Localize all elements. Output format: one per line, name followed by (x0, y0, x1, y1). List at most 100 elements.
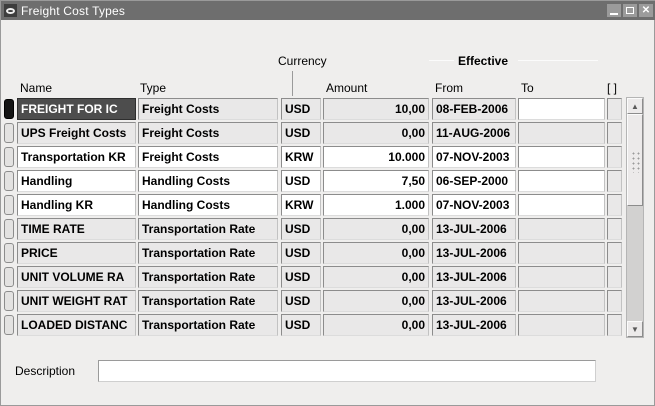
table-row: UNIT WEIGHT RAT Transportation Rate USD … (1, 289, 655, 313)
to-date-cell[interactable] (518, 170, 605, 192)
flag-cell[interactable] (607, 266, 622, 288)
flag-cell[interactable] (607, 122, 622, 144)
record-selector[interactable] (4, 147, 14, 167)
name-cell[interactable]: UNIT WEIGHT RAT (17, 290, 136, 312)
from-date-cell[interactable]: 13-JUL-2006 (432, 218, 516, 240)
currency-cell[interactable]: USD (281, 170, 321, 192)
to-date-cell[interactable] (518, 194, 605, 216)
vertical-scrollbar[interactable]: ▲ ▼ (626, 97, 644, 338)
to-date-cell[interactable] (518, 218, 605, 240)
from-date-cell[interactable]: 11-AUG-2006 (432, 122, 516, 144)
table-row: UPS Freight Costs Freight Costs USD 0,00… (1, 121, 655, 145)
name-cell[interactable]: LOADED DISTANC (17, 314, 136, 336)
from-date-cell[interactable]: 07-NOV-2003 (432, 194, 516, 216)
column-header-flag: [ ] (607, 81, 618, 95)
to-date-cell[interactable] (518, 98, 605, 120)
amount-cell[interactable]: 0,00 (323, 314, 429, 336)
flag-cell[interactable] (607, 314, 622, 336)
name-cell[interactable]: TIME RATE (17, 218, 136, 240)
flag-cell[interactable] (607, 98, 622, 120)
flag-cell[interactable] (607, 146, 622, 168)
amount-cell[interactable]: 10.000 (323, 146, 429, 168)
flag-cell[interactable] (607, 218, 622, 240)
to-date-cell[interactable] (518, 242, 605, 264)
window-title: Freight Cost Types (21, 3, 126, 18)
amount-cell[interactable]: 0,00 (323, 242, 429, 264)
currency-cell[interactable]: KRW (281, 194, 321, 216)
currency-cell[interactable]: USD (281, 122, 321, 144)
currency-cell[interactable]: USD (281, 98, 321, 120)
scroll-down-icon[interactable]: ▼ (627, 321, 643, 337)
to-date-cell[interactable] (518, 290, 605, 312)
column-header-from: From (435, 81, 463, 95)
minimize-button[interactable] (607, 4, 621, 17)
close-button[interactable]: ✕ (639, 4, 653, 17)
from-date-cell[interactable]: 13-JUL-2006 (432, 242, 516, 264)
type-cell[interactable]: Transportation Rate (138, 290, 278, 312)
flag-cell[interactable] (607, 290, 622, 312)
type-cell[interactable]: Freight Costs (138, 98, 278, 120)
to-date-cell[interactable] (518, 314, 605, 336)
record-selector[interactable] (4, 99, 14, 119)
record-selector[interactable] (4, 315, 14, 335)
column-header-type: Type (140, 81, 167, 95)
from-date-cell[interactable]: 06-SEP-2000 (432, 170, 516, 192)
maximize-button[interactable] (623, 4, 637, 17)
amount-cell[interactable]: 0,00 (323, 122, 429, 144)
to-date-cell[interactable] (518, 146, 605, 168)
scrollbar-thumb[interactable] (627, 114, 643, 206)
record-selector[interactable] (4, 243, 14, 263)
amount-cell[interactable]: 0,00 (323, 266, 429, 288)
record-selector[interactable] (4, 123, 14, 143)
from-date-cell[interactable]: 07-NOV-2003 (432, 146, 516, 168)
currency-cell[interactable]: USD (281, 266, 321, 288)
name-cell[interactable]: Handling (17, 170, 136, 192)
table-row: TIME RATE Transportation Rate USD 0,00 1… (1, 217, 655, 241)
type-cell[interactable]: Handling Costs (138, 170, 278, 192)
table-row: Transportation KR Freight Costs KRW 10.0… (1, 145, 655, 169)
name-cell[interactable]: PRICE (17, 242, 136, 264)
currency-cell[interactable]: USD (281, 314, 321, 336)
amount-cell[interactable]: 0,00 (323, 290, 429, 312)
record-selector[interactable] (4, 195, 14, 215)
record-selector[interactable] (4, 171, 14, 191)
currency-cell[interactable]: KRW (281, 146, 321, 168)
type-cell[interactable]: Transportation Rate (138, 242, 278, 264)
record-selector[interactable] (4, 267, 14, 287)
name-cell[interactable]: FREIGHT FOR IC (17, 98, 136, 120)
window-titlebar: Freight Cost Types ✕ (1, 1, 655, 20)
currency-cell[interactable]: USD (281, 290, 321, 312)
type-cell[interactable]: Transportation Rate (138, 218, 278, 240)
type-cell[interactable]: Freight Costs (138, 122, 278, 144)
amount-cell[interactable]: 7,50 (323, 170, 429, 192)
to-date-cell[interactable] (518, 266, 605, 288)
from-date-cell[interactable]: 08-FEB-2006 (432, 98, 516, 120)
type-cell[interactable]: Freight Costs (138, 146, 278, 168)
from-date-cell[interactable]: 13-JUL-2006 (432, 266, 516, 288)
scroll-up-icon[interactable]: ▲ (627, 98, 643, 114)
amount-cell[interactable]: 0,00 (323, 218, 429, 240)
flag-cell[interactable] (607, 194, 622, 216)
name-cell[interactable]: Transportation KR (17, 146, 136, 168)
currency-cell[interactable]: USD (281, 242, 321, 264)
flag-cell[interactable] (607, 170, 622, 192)
from-date-cell[interactable]: 13-JUL-2006 (432, 314, 516, 336)
name-cell[interactable]: UNIT VOLUME RA (17, 266, 136, 288)
table-row: Handling KR Handling Costs KRW 1.000 07-… (1, 193, 655, 217)
from-date-cell[interactable]: 13-JUL-2006 (432, 290, 516, 312)
name-cell[interactable]: UPS Freight Costs (17, 122, 136, 144)
type-cell[interactable]: Transportation Rate (138, 266, 278, 288)
column-header-amount: Amount (326, 81, 368, 95)
table-row: UNIT VOLUME RA Transportation Rate USD 0… (1, 265, 655, 289)
record-selector[interactable] (4, 291, 14, 311)
currency-cell[interactable]: USD (281, 218, 321, 240)
type-cell[interactable]: Handling Costs (138, 194, 278, 216)
name-cell[interactable]: Handling KR (17, 194, 136, 216)
amount-cell[interactable]: 1.000 (323, 194, 429, 216)
description-input[interactable] (98, 360, 596, 382)
to-date-cell[interactable] (518, 122, 605, 144)
amount-cell[interactable]: 10,00 (323, 98, 429, 120)
type-cell[interactable]: Transportation Rate (138, 314, 278, 336)
record-selector[interactable] (4, 219, 14, 239)
flag-cell[interactable] (607, 242, 622, 264)
